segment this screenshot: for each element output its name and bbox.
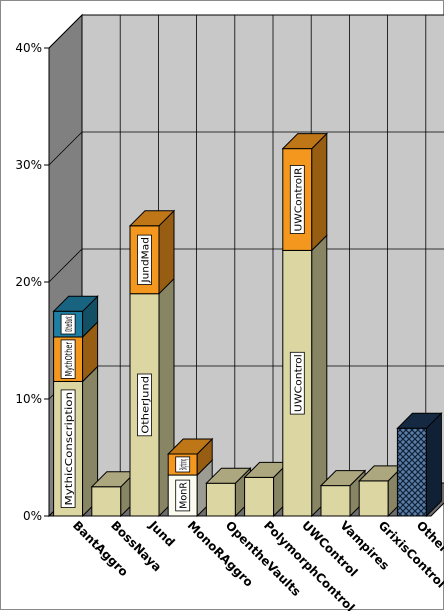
segment-label: Blightning — [175, 456, 191, 473]
segment-label-text: Blightning — [179, 459, 190, 470]
bar-top — [281, 133, 329, 150]
bar-top — [205, 467, 252, 484]
gridlines — [48, 14, 444, 483]
bar-UWControl: UWControl UWControlR — [281, 132, 329, 518]
segment-label: MythOther — [60, 339, 76, 379]
bar-segment-side — [311, 234, 328, 518]
segment-label-box — [137, 373, 152, 437]
segment-label-box — [289, 165, 305, 234]
bar-top — [166, 438, 214, 455]
y-axis-ticks: 0% 10% 20% 30% 40% — [15, 41, 49, 523]
bars: MythicConscription MythOther OtherBant Othe… — [52, 132, 443, 518]
bar-MonoRAggro: MonR Blightning — [166, 437, 214, 518]
segment-label: OtherJund — [137, 373, 152, 437]
bar-top — [128, 210, 176, 227]
bar-top — [52, 295, 99, 312]
chart-walls — [47, 13, 444, 518]
segment-label-box — [60, 313, 76, 335]
segment-label-box — [60, 339, 76, 379]
segment-label-box — [289, 351, 305, 415]
segment-label-text: MonR — [179, 482, 190, 509]
segment-label-text: OtherBant — [64, 316, 75, 332]
segment-label-text: MythicConscription — [64, 392, 75, 506]
bar-top — [396, 412, 443, 429]
segment-label-text: UWControl — [293, 354, 304, 412]
bar-segment — [244, 476, 275, 517]
bar-segment — [320, 485, 351, 517]
segment-label: JundMad — [137, 234, 152, 285]
gridline-side — [48, 248, 83, 283]
bar-Other — [396, 412, 443, 518]
bar-top — [319, 470, 367, 487]
bar-segment-side — [425, 412, 442, 518]
segment-label-text: JundMad — [141, 237, 152, 283]
segment-label: UWControlR — [289, 165, 305, 234]
bar-segment — [358, 480, 389, 517]
segment-label-text: MythOther — [64, 341, 75, 376]
segment-label: MonR — [175, 479, 191, 512]
segment-label-box — [175, 456, 191, 473]
bar-Jund: OtherJund JundMad — [128, 209, 176, 518]
bar-PolymorphControl — [243, 461, 290, 518]
y-tick-label: 40% — [15, 41, 42, 55]
y-tick-label: 10% — [15, 392, 42, 406]
y-tick-label: 0% — [23, 509, 42, 523]
bar-BossNaya — [90, 470, 138, 518]
y-tick-label: 30% — [15, 158, 42, 172]
segment-label: MythicConscription — [60, 389, 76, 508]
segment-label: UWControl — [289, 351, 305, 415]
segment-label-box — [175, 479, 191, 512]
segment-label-text: UWControlR — [293, 167, 304, 231]
bar-segment — [91, 486, 122, 517]
y-tick-label: 20% — [15, 275, 42, 289]
bar-segment — [205, 482, 236, 517]
bar-BantAggro: MythicConscription MythOther OtherBant — [52, 295, 99, 518]
bar-segment — [396, 427, 427, 517]
gridline-side — [48, 14, 83, 49]
segment-label-box — [60, 389, 76, 508]
gridline-side — [48, 131, 83, 166]
bar-segment-side — [311, 132, 328, 252]
x-tick-label: MonoRAggro — [185, 518, 256, 589]
segment-label-box — [137, 234, 152, 285]
segment-label: OtherBant — [60, 313, 76, 335]
segment-label-text: OtherJund — [141, 376, 152, 434]
x-tick-label: Jund — [146, 518, 178, 550]
